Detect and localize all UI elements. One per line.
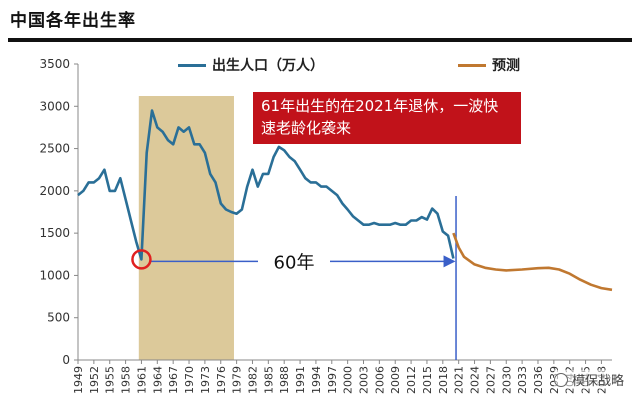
y-tick-label: 1000 xyxy=(39,268,70,282)
x-tick-label: 1952 xyxy=(88,366,101,394)
x-tick-label: 1964 xyxy=(151,366,164,394)
y-tick-label: 3500 xyxy=(39,57,70,71)
y-tick-label: 0 xyxy=(62,353,70,367)
x-tick-label: 1955 xyxy=(104,366,117,394)
x-tick-label: 2024 xyxy=(469,366,482,394)
x-tick-label: 1958 xyxy=(120,366,133,394)
x-tick-label: 2030 xyxy=(500,366,513,394)
legend-item-actual: 出生人口（万人） xyxy=(178,55,324,75)
x-tick-label: 1988 xyxy=(278,366,291,394)
watermark: 模保战略 xyxy=(553,370,624,389)
x-tick-label: 2012 xyxy=(405,366,418,394)
x-tick-label: 1997 xyxy=(326,366,339,394)
legend-swatch-actual xyxy=(178,63,206,67)
y-tick-label: 500 xyxy=(47,311,70,325)
x-tick-label: 2027 xyxy=(484,366,497,394)
wechat-icon xyxy=(553,372,568,387)
x-tick-label: 2033 xyxy=(516,366,529,394)
x-tick-label: 2006 xyxy=(373,366,386,394)
x-tick-label: 2015 xyxy=(421,366,434,394)
x-tick-label: 2009 xyxy=(389,366,402,394)
x-tick-label: 1991 xyxy=(294,366,307,394)
annotation-box: 61年出生的在2021年退休，一波快速老龄化袭来 xyxy=(253,92,521,144)
legend-label-actual: 出生人口（万人） xyxy=(212,58,324,74)
title-divider xyxy=(8,38,632,42)
x-tick-label: 2000 xyxy=(342,366,355,394)
x-tick-label: 1967 xyxy=(167,366,180,394)
y-tick-label: 2500 xyxy=(39,142,70,156)
x-tick-label: 1994 xyxy=(310,366,323,394)
page-title: 中国各年出生率 xyxy=(10,11,136,31)
y-tick-label: 2000 xyxy=(39,184,70,198)
y-tick-label: 3000 xyxy=(39,99,70,113)
x-tick-label: 2036 xyxy=(532,366,545,394)
x-tick-label: 1985 xyxy=(262,366,275,394)
series-line-actual xyxy=(77,109,455,261)
x-tick-label: 1970 xyxy=(183,366,196,394)
watermark-text: 模保战略 xyxy=(571,374,624,389)
series-line-forecast xyxy=(452,232,613,292)
x-tick-label: 1976 xyxy=(215,366,228,394)
x-tick-label: 2003 xyxy=(358,366,371,394)
highlight-band xyxy=(138,96,234,360)
x-tick-label: 1973 xyxy=(199,366,212,394)
x-tick-label: 1949 xyxy=(72,366,85,394)
x-tick-label: 2021 xyxy=(453,366,466,394)
x-tick-label: 1982 xyxy=(246,366,259,394)
x-tick-label: 2018 xyxy=(437,366,450,394)
legend-swatch-forecast xyxy=(458,63,486,67)
marker-circle xyxy=(131,249,152,270)
legend-item-forecast: 预测 xyxy=(458,55,520,75)
x-tick-label: 1961 xyxy=(135,366,148,394)
x-tick-label: 1979 xyxy=(231,366,244,394)
y-tick-label: 1500 xyxy=(39,226,70,240)
legend-label-forecast: 预测 xyxy=(492,58,520,74)
span-label: 60年 xyxy=(274,252,315,273)
